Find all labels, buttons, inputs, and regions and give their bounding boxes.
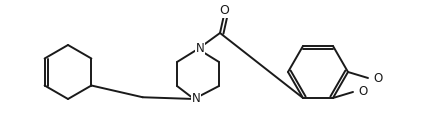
Text: O: O	[219, 5, 229, 18]
Text: O: O	[374, 71, 382, 84]
Text: N: N	[195, 43, 204, 55]
Text: O: O	[358, 85, 368, 99]
Text: N: N	[192, 92, 201, 105]
